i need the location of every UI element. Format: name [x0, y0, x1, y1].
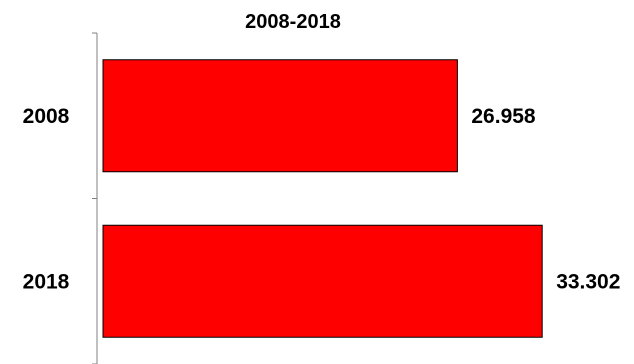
category-label-2008: 2008 — [23, 105, 70, 128]
bar-2008 — [102, 59, 458, 173]
data-label-2008: 26.958 — [471, 105, 536, 128]
category-label-2018: 2018 — [23, 270, 70, 293]
bars — [102, 59, 543, 338]
category-labels: 2008 2018 — [23, 105, 70, 294]
data-label-2018: 33.302 — [556, 270, 620, 293]
data-labels: 26.958 33.302 — [471, 105, 620, 294]
y-axis-ticks — [92, 32, 97, 364]
chart-title: 2008-2018 — [245, 11, 341, 33]
bar-2018 — [102, 224, 543, 338]
